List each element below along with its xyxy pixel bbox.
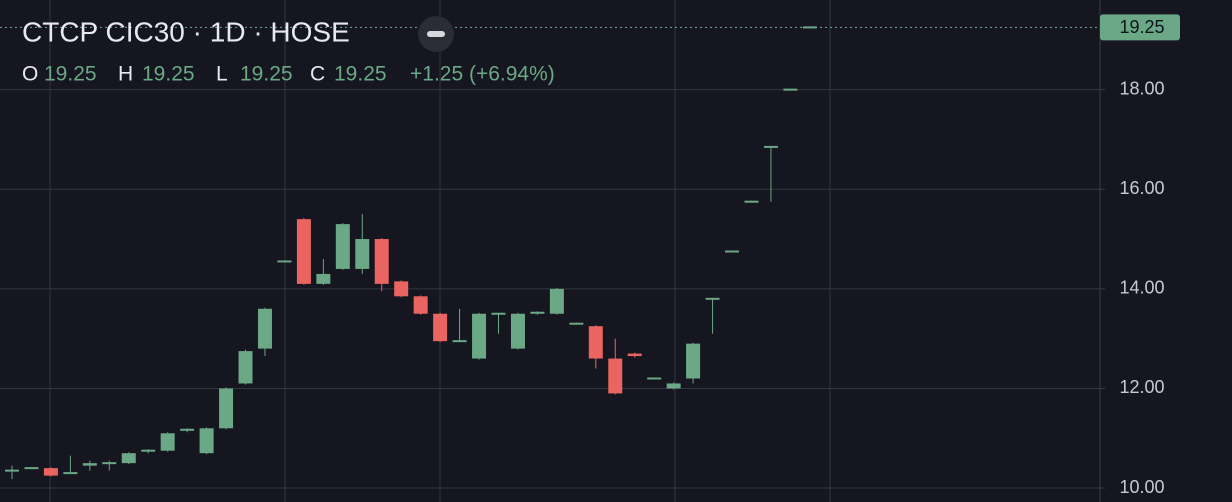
candle-body	[219, 388, 234, 429]
ohlc-value: 19.25	[142, 63, 195, 86]
ohlc-value: 19.25	[44, 63, 97, 86]
candle-body	[627, 353, 642, 357]
candle-body	[335, 224, 350, 269]
ohlc-label: C	[310, 63, 325, 86]
candle-body	[63, 472, 78, 475]
candle-body	[277, 260, 292, 263]
y-tick-label: 14.00	[1119, 278, 1164, 298]
y-tick-label: 10.00	[1119, 477, 1164, 497]
y-tick-label: 18.00	[1119, 78, 1164, 98]
candle-body	[24, 467, 39, 470]
candle-body	[705, 297, 720, 300]
candle-body	[374, 239, 389, 284]
candle-body	[316, 273, 331, 284]
ohlc-label: O	[22, 63, 38, 86]
candle-body	[160, 433, 175, 451]
candle-body	[5, 469, 19, 472]
candle-body	[569, 322, 584, 325]
ohlc-value: 19.25	[334, 63, 387, 86]
ohlc-label: L	[216, 63, 228, 86]
candles	[5, 26, 817, 480]
candle-body	[549, 288, 564, 314]
candle-body	[588, 326, 603, 359]
candle-body	[802, 26, 817, 29]
candle-body	[647, 377, 662, 380]
candle-body	[666, 383, 681, 389]
candle-body	[121, 453, 136, 464]
vertical-grid	[49, 0, 831, 502]
candle-body	[43, 468, 58, 476]
candle-body	[452, 340, 467, 343]
candle-body	[608, 358, 623, 394]
y-tick-label: 12.00	[1119, 377, 1164, 397]
candle-body	[686, 343, 701, 379]
candle-body	[491, 312, 506, 315]
candle-body	[472, 313, 487, 359]
candle-body	[510, 313, 525, 349]
candle-body	[413, 296, 428, 314]
candle-body	[82, 463, 97, 466]
candle-body	[744, 200, 759, 203]
collapse-icon	[427, 31, 445, 37]
candle-body	[433, 313, 448, 342]
candle-body	[296, 219, 311, 284]
candle-body	[763, 145, 778, 148]
last-price-label: 19.25	[1119, 17, 1164, 37]
last-price-box	[1100, 14, 1180, 41]
candle-body	[257, 308, 272, 349]
candle-body	[141, 449, 156, 452]
candle-body	[180, 428, 195, 431]
candle-body	[355, 239, 370, 269]
candle-body	[238, 351, 253, 384]
candle-body	[725, 250, 740, 253]
candle-body	[530, 311, 545, 314]
candle-body	[102, 462, 117, 465]
candle-body	[394, 281, 409, 297]
ohlc-value: 19.25	[240, 63, 293, 86]
grid: 10.00 12.00 14.00 16.00 18.00	[0, 78, 1165, 497]
ohlc-label: H	[118, 63, 133, 86]
candle-body	[199, 428, 214, 454]
overlay: 19.25 O 19.25 H 19.25 L 19.25 C 19.25 +1.25 (+6.9…	[0, 14, 1180, 86]
y-tick-label: 16.00	[1119, 178, 1164, 198]
chart-title: CTCP CIC30 · 1D · HOSE	[22, 16, 350, 47]
change-label: +1.25 (+6.94%)	[410, 63, 555, 86]
candle-body	[783, 88, 798, 91]
